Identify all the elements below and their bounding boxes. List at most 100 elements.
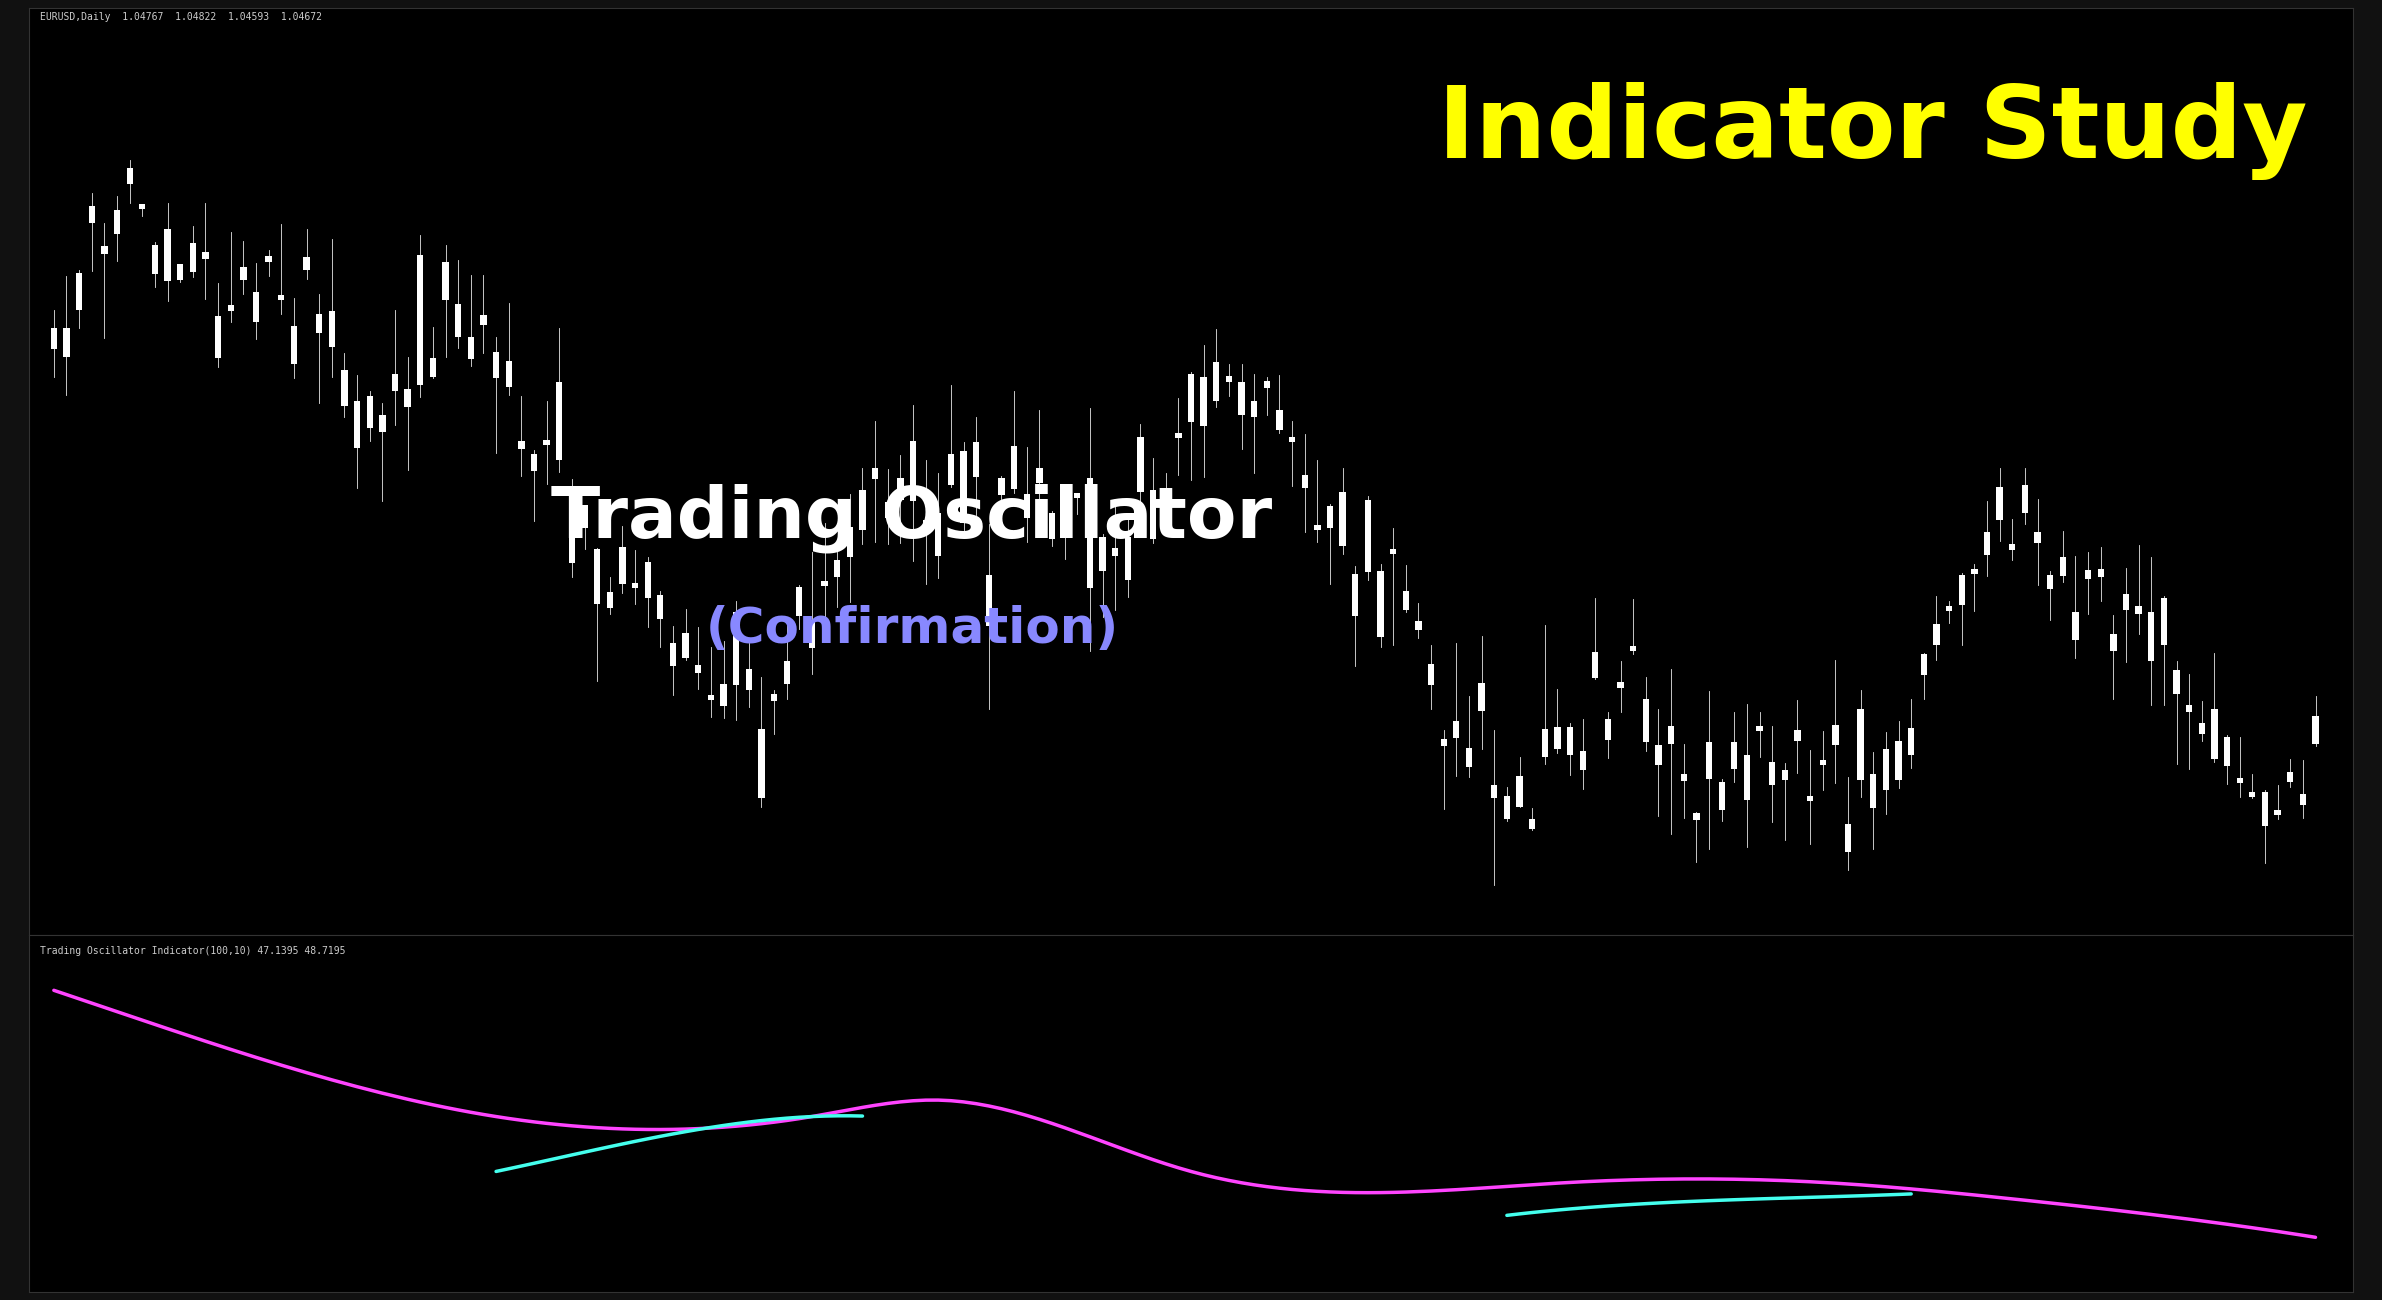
Bar — [114, 209, 119, 234]
Bar — [1162, 490, 1170, 504]
Text: Trading Oscillator Indicator(100,10) 47.1395 48.7195: Trading Oscillator Indicator(100,10) 47.… — [40, 946, 345, 956]
Bar — [569, 499, 574, 563]
Bar — [1301, 474, 1308, 488]
Bar — [669, 644, 676, 666]
Bar — [1403, 590, 1410, 611]
Bar — [581, 504, 588, 528]
Bar — [555, 382, 562, 460]
Bar — [2072, 612, 2079, 640]
Bar — [2122, 594, 2130, 610]
Bar — [202, 252, 210, 259]
Bar — [2046, 575, 2053, 589]
Bar — [1503, 796, 1510, 819]
Bar — [1479, 682, 1484, 711]
Bar — [1617, 682, 1625, 688]
Bar — [2299, 794, 2306, 805]
Bar — [834, 560, 841, 577]
Bar — [1289, 437, 1296, 442]
Bar — [252, 292, 260, 322]
Bar — [2287, 772, 2294, 783]
Bar — [607, 593, 612, 608]
Bar — [1794, 731, 1801, 741]
Bar — [1555, 727, 1560, 749]
Bar — [505, 361, 512, 387]
Bar — [1415, 620, 1422, 630]
Bar — [922, 520, 929, 533]
Bar — [519, 442, 524, 450]
Bar — [2172, 670, 2180, 694]
Bar — [707, 696, 715, 701]
Bar — [619, 547, 626, 584]
Bar — [126, 168, 133, 183]
Bar — [481, 315, 486, 325]
Bar — [1010, 446, 1017, 489]
Bar — [1858, 710, 1863, 780]
Bar — [1920, 654, 1927, 675]
Bar — [846, 528, 853, 556]
Bar — [936, 514, 941, 555]
Bar — [948, 454, 955, 485]
Bar — [229, 306, 233, 311]
Bar — [191, 243, 195, 272]
Bar — [1327, 506, 1334, 528]
Bar — [1846, 824, 1851, 852]
Bar — [1086, 478, 1093, 588]
Bar — [2275, 810, 2282, 815]
Bar — [2137, 606, 2141, 614]
Bar — [2249, 792, 2256, 797]
Bar — [1227, 377, 1231, 382]
Bar — [429, 358, 436, 377]
Bar — [443, 261, 448, 300]
Bar — [455, 304, 462, 337]
Bar — [1517, 776, 1522, 806]
Bar — [757, 729, 765, 798]
Text: Trading Oscillator: Trading Oscillator — [553, 484, 1272, 552]
Bar — [467, 337, 474, 359]
Bar — [1100, 537, 1105, 572]
Bar — [646, 562, 650, 598]
Bar — [355, 400, 360, 447]
Bar — [152, 246, 157, 274]
Bar — [974, 442, 979, 477]
Bar — [1605, 719, 1610, 740]
Bar — [1870, 774, 1877, 807]
Bar — [543, 441, 550, 446]
Bar — [1644, 698, 1648, 742]
Bar — [1972, 569, 1977, 575]
Bar — [1694, 812, 1701, 820]
Bar — [241, 268, 248, 281]
Bar — [796, 588, 803, 616]
Bar — [998, 478, 1005, 495]
Bar — [1201, 377, 1208, 425]
Bar — [1958, 575, 1965, 606]
Bar — [960, 451, 967, 523]
Bar — [176, 264, 183, 280]
Bar — [1151, 490, 1155, 538]
Bar — [329, 311, 336, 347]
Bar — [1491, 785, 1498, 798]
Bar — [1541, 729, 1548, 757]
Text: EURUSD,Daily  1.04767  1.04822  1.04593  1.04672: EURUSD,Daily 1.04767 1.04822 1.04593 1.0… — [40, 13, 322, 22]
Bar — [1996, 488, 2003, 520]
Bar — [1717, 783, 1725, 810]
Bar — [317, 315, 322, 333]
Bar — [1682, 775, 1686, 781]
Bar — [1048, 512, 1055, 538]
Bar — [910, 441, 917, 500]
Bar — [1984, 532, 1991, 555]
Bar — [1567, 728, 1572, 755]
Bar — [631, 584, 638, 589]
Bar — [1808, 796, 1813, 801]
Bar — [593, 550, 600, 604]
Bar — [1744, 755, 1751, 800]
Bar — [1896, 741, 1901, 780]
Bar — [1174, 433, 1181, 438]
Bar — [1339, 491, 1346, 546]
Bar — [822, 581, 829, 586]
Bar — [2225, 737, 2230, 766]
Bar — [1277, 410, 1282, 430]
Bar — [1062, 502, 1067, 533]
Bar — [1074, 493, 1081, 498]
Bar — [2110, 634, 2118, 651]
Bar — [1124, 537, 1131, 580]
